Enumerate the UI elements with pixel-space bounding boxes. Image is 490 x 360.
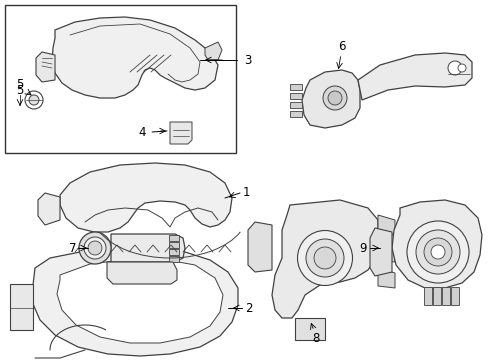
Text: 6: 6 — [338, 40, 346, 54]
Text: 4: 4 — [138, 126, 146, 139]
Polygon shape — [290, 93, 302, 99]
Text: 3: 3 — [244, 54, 251, 67]
Bar — [433, 287, 441, 305]
Polygon shape — [10, 284, 33, 330]
Bar — [5, 5, 236, 153]
Bar — [169, 256, 179, 262]
Ellipse shape — [306, 239, 344, 277]
Ellipse shape — [297, 230, 352, 285]
Circle shape — [25, 91, 43, 109]
Polygon shape — [52, 17, 218, 98]
Polygon shape — [378, 242, 395, 262]
Ellipse shape — [431, 245, 445, 259]
Circle shape — [323, 86, 347, 110]
Bar — [169, 242, 179, 248]
Circle shape — [458, 64, 466, 72]
Text: 7: 7 — [69, 242, 76, 255]
Ellipse shape — [79, 232, 111, 264]
Polygon shape — [205, 42, 222, 60]
Circle shape — [29, 95, 39, 105]
Ellipse shape — [314, 247, 336, 269]
Text: 9: 9 — [360, 242, 367, 255]
Polygon shape — [107, 262, 177, 284]
Polygon shape — [290, 111, 302, 117]
Polygon shape — [295, 318, 325, 340]
Bar — [169, 249, 179, 255]
Circle shape — [328, 91, 342, 105]
Text: 5: 5 — [16, 78, 24, 91]
Polygon shape — [57, 259, 223, 343]
Polygon shape — [370, 228, 392, 276]
Bar — [451, 287, 459, 305]
Bar — [424, 287, 432, 305]
Bar — [442, 287, 450, 305]
Polygon shape — [60, 163, 232, 232]
Bar — [169, 235, 179, 241]
Polygon shape — [33, 249, 238, 356]
Ellipse shape — [407, 221, 469, 283]
Ellipse shape — [84, 237, 106, 259]
Polygon shape — [290, 84, 302, 90]
Polygon shape — [302, 70, 360, 128]
Polygon shape — [378, 268, 395, 288]
Polygon shape — [358, 53, 472, 100]
Text: 5: 5 — [16, 84, 24, 96]
Polygon shape — [272, 200, 378, 318]
Text: 1: 1 — [243, 186, 250, 199]
Polygon shape — [248, 222, 272, 272]
Polygon shape — [290, 102, 302, 108]
Polygon shape — [36, 52, 55, 82]
Ellipse shape — [88, 241, 102, 255]
Circle shape — [448, 61, 462, 75]
Text: 8: 8 — [312, 332, 319, 345]
Polygon shape — [378, 215, 395, 235]
Polygon shape — [170, 122, 192, 144]
Polygon shape — [111, 234, 185, 262]
Polygon shape — [38, 193, 60, 225]
Polygon shape — [392, 200, 482, 288]
Ellipse shape — [416, 230, 460, 274]
Ellipse shape — [424, 238, 452, 266]
Text: 2: 2 — [245, 302, 252, 315]
